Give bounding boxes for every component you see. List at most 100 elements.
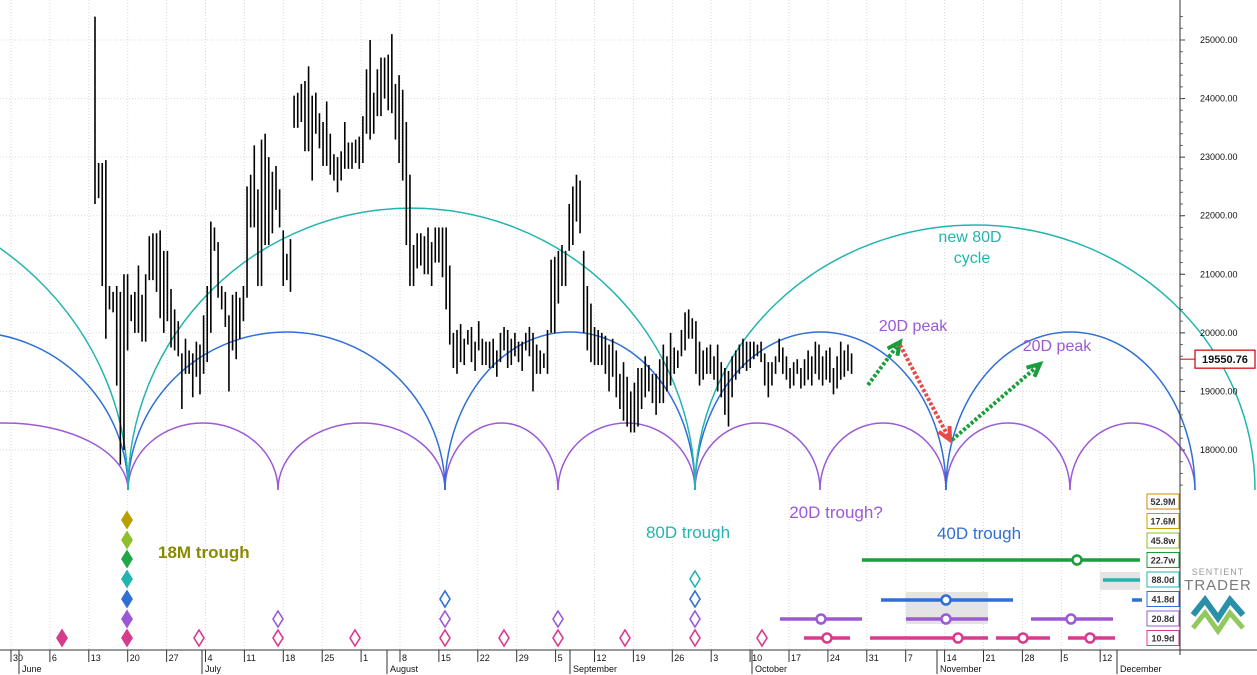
cycle-panel: 52.9M 17.6M 45.8w 22.7w 88.0d 41.8d 20.8d 10.9d bbox=[56, 493, 1180, 648]
month-label: October bbox=[755, 664, 787, 674]
cycle-40d-arc bbox=[444, 331, 696, 491]
x-tick-label: 19 bbox=[635, 653, 645, 663]
y-tick-label: 21000.00 bbox=[1200, 269, 1238, 279]
x-tick-label: 7 bbox=[908, 653, 913, 663]
cycle-arcs bbox=[0, 207, 1256, 491]
trough-marker-20d bbox=[552, 609, 564, 629]
cycle-length-box bbox=[1146, 591, 1180, 607]
trough-marker-10d bbox=[193, 628, 205, 648]
label-40d-trough: 40D trough bbox=[937, 524, 1021, 543]
x-tick-label: 25 bbox=[324, 653, 334, 663]
x-tick-label: 26 bbox=[674, 653, 684, 663]
annotations: new 80D cycle 20D peak 20D peak 18M trough 80… bbox=[158, 229, 1092, 562]
trough-marker-10d bbox=[498, 628, 510, 648]
x-tick-label: 27 bbox=[169, 653, 179, 663]
x-tick-label: 21 bbox=[986, 653, 996, 663]
x-tick-label: 1 bbox=[363, 653, 368, 663]
cycle-length-label: 10.9d bbox=[1151, 634, 1174, 644]
y-tick-label: 24000.00 bbox=[1200, 94, 1238, 104]
cycle-20d-arc bbox=[819, 422, 947, 491]
trough-marker-10d bbox=[552, 628, 564, 648]
y-tick-label: 23000.00 bbox=[1200, 152, 1238, 162]
cycle-length-box bbox=[1146, 513, 1180, 529]
trough-marker-18m bbox=[121, 628, 133, 648]
range-20d-a-center bbox=[815, 613, 827, 625]
cycle-20d-arc bbox=[127, 422, 279, 491]
trough-marker-18m bbox=[121, 549, 133, 569]
trough-marker-18m bbox=[121, 569, 133, 589]
trough-marker-10d bbox=[349, 628, 361, 648]
trough-marker-18m bbox=[121, 510, 133, 530]
trough-marker bbox=[439, 609, 451, 629]
cycle-40d-arc bbox=[0, 334, 129, 491]
x-tick-label: 3 bbox=[713, 653, 718, 663]
range-10d-c-center bbox=[1017, 632, 1029, 644]
x-tick-label: 10 bbox=[752, 653, 762, 663]
cycle-80d-arc bbox=[127, 207, 696, 491]
month-label: September bbox=[573, 664, 617, 674]
trough-marker-18m bbox=[121, 609, 133, 629]
range-10d-d-center bbox=[1084, 632, 1096, 644]
last-price-box bbox=[1194, 349, 1256, 369]
trough-marker-10d bbox=[619, 628, 631, 648]
cycle-length-box bbox=[1146, 630, 1180, 646]
x-tick-label: 11 bbox=[246, 653, 255, 663]
x-tick-label: 6 bbox=[52, 653, 57, 663]
y-tick-label: 19000.00 bbox=[1200, 386, 1238, 396]
cycle-20d-arc bbox=[945, 422, 1071, 491]
trough-marker-10d bbox=[272, 628, 284, 648]
trough-marker-10d bbox=[756, 628, 768, 648]
arrow-up-2-head bbox=[1025, 360, 1044, 378]
label-20d-trough: 20D trough? bbox=[789, 503, 883, 522]
label-cycle: cycle bbox=[954, 250, 991, 267]
cycle-length-label: 45.8w bbox=[1151, 536, 1177, 546]
trough-marker bbox=[689, 569, 701, 589]
x-tick-label: 22 bbox=[480, 653, 490, 663]
y-tick-label: 22000.00 bbox=[1200, 211, 1238, 221]
x-tick-label: 13 bbox=[91, 653, 101, 663]
trough-marker-18m bbox=[121, 589, 133, 609]
month-label: July bbox=[205, 664, 222, 674]
cycle-20d-arc bbox=[1069, 422, 1196, 491]
last-price-label: 19550.76 bbox=[1202, 354, 1248, 366]
cycle-40d-arc bbox=[945, 331, 1196, 491]
y-tick-label: 25000.00 bbox=[1200, 35, 1238, 45]
cycle-length-box bbox=[1146, 552, 1180, 568]
x-tick-label: 12 bbox=[1102, 653, 1112, 663]
arrow-up-2 bbox=[950, 362, 1042, 442]
trough-marker-10d bbox=[56, 628, 68, 648]
cycle-length-box bbox=[1146, 571, 1180, 588]
label-20d-peak-2: 20D peak bbox=[1023, 338, 1092, 355]
x-tick-label: 18 bbox=[285, 653, 295, 663]
label-18m-trough: 18M trough bbox=[158, 543, 250, 562]
range-20d-c-center bbox=[1065, 613, 1077, 625]
cycle-20d-arc bbox=[557, 422, 696, 491]
cycle-20d-arc bbox=[277, 422, 446, 491]
logo-mark bbox=[1190, 595, 1246, 624]
x-tick-label: 14 bbox=[947, 653, 957, 663]
arrow-down-head bbox=[937, 425, 953, 445]
month-label: August bbox=[390, 664, 419, 674]
cycle-length-label: 22.7w bbox=[1151, 556, 1177, 566]
trough-marker-18m bbox=[121, 530, 133, 550]
x-tick-label: 20 bbox=[130, 653, 140, 663]
range-10d-a-center bbox=[821, 632, 833, 644]
cycle-40d-arc bbox=[694, 331, 947, 491]
cycle-40d-arc bbox=[127, 331, 446, 491]
cycle-length-box bbox=[1146, 610, 1180, 627]
sentient-trader-logo: SENTIENT TRADER bbox=[1184, 567, 1251, 636]
range-41d-center bbox=[940, 594, 952, 606]
x-tick-label: 24 bbox=[830, 653, 840, 663]
cycle-80d-arc bbox=[0, 247, 129, 491]
month-label: November bbox=[940, 664, 982, 674]
y-tick-label: 20000.00 bbox=[1200, 328, 1238, 338]
trough-marker bbox=[689, 628, 701, 648]
cycle-20d-arc bbox=[694, 422, 821, 491]
arrow-up-1 bbox=[866, 340, 902, 387]
range-20d-b-center bbox=[940, 613, 952, 625]
arrow-down bbox=[898, 344, 952, 441]
trough-marker bbox=[689, 609, 701, 629]
cycle-length-label: 17.6M bbox=[1150, 517, 1175, 527]
trough-marker bbox=[439, 628, 451, 648]
